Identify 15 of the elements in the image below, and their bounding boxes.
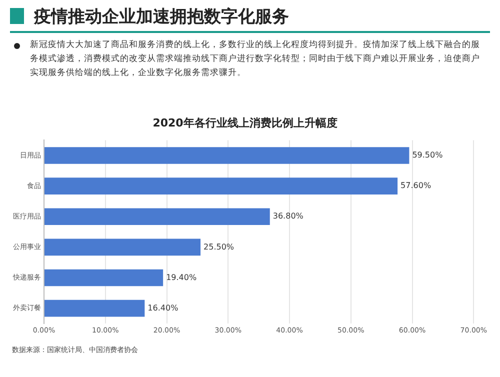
data-label: 57.60% [400, 181, 432, 190]
data-label: 16.40% [148, 303, 179, 312]
bar [44, 300, 145, 317]
bar [44, 147, 410, 164]
text: 新冠疫情大大加速了商品和服务消费的线上化，多数行业的线上化程度均得到提升。疫情加深了线上线下融合的服务模式渗透，消费模式的改变从需求端推动线下商户进行数字化转型；同时由于线下商户难以开展业务，迫使商户实现服务供给端的线上化，企业数字化服务需求骤升。 [30, 38, 480, 80]
data-label: 59.50% [412, 150, 444, 160]
bar [44, 178, 398, 194]
data-label: 36.80% [272, 212, 304, 221]
data-label: 25.50% [204, 242, 234, 252]
bar [44, 269, 164, 286]
bar [44, 238, 201, 256]
chart-title: 2020年各行业线上消费比例上升幅度 [152, 116, 338, 130]
data-label: 19.40% [166, 272, 197, 282]
bar [44, 208, 270, 226]
text: 疫情推动企业加速拥抱数字化服务 [34, 6, 289, 28]
